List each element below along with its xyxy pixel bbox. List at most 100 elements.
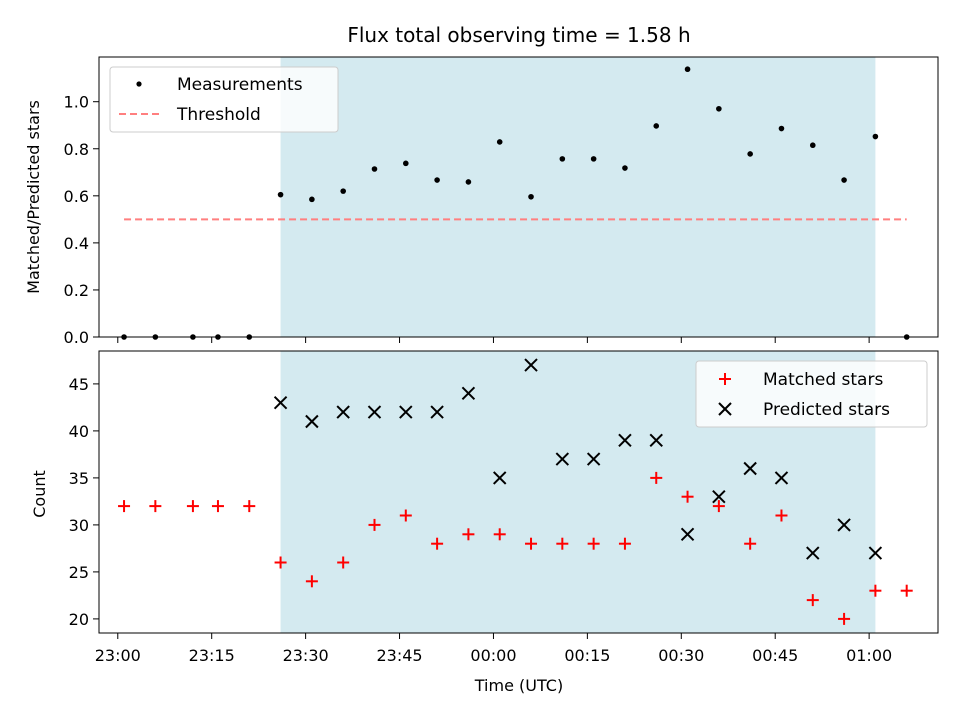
matched-star-point [493,528,506,541]
y-tick-label: 0.2 [64,281,89,300]
measurement-points [121,66,910,340]
measurement-point [371,166,378,172]
predicted-star-point [586,452,601,466]
measurement-point [434,177,440,183]
measurement-point [496,139,503,145]
measurements-legend-label: Measurements [177,75,303,95]
threshold-legend-label: Threshold [176,105,261,125]
bottom-legend: Matched stars Predicted stars [695,360,928,428]
predicted-star-point [649,433,663,448]
matched-star-point [337,556,350,569]
matched-star-point [118,500,131,513]
predicted-star-point [493,471,507,485]
x-tick-label: 01:00 [846,646,892,665]
predicted-legend-label: Predicted stars [763,400,890,420]
matched-star-point [399,509,412,522]
x-tick-label: 00:45 [752,646,798,665]
matched-star-point [211,500,224,513]
x-tick-label: 23:00 [95,646,141,665]
matched-star-points [118,471,913,625]
matched-star-point [775,509,788,522]
measurement-point [653,123,660,129]
y-tick-label: 0.8 [64,140,89,159]
predicted-legend-marker [718,402,732,416]
predicted-star-point [806,546,820,560]
matched-star-point [806,594,819,607]
top-y-axis-label: Matched/Predicted stars [24,100,43,294]
measurement-point [277,191,284,198]
top-y-ticks: 0.0 0.2 0.4 0.6 0.8 1.0 [64,93,99,347]
measurement-point [340,188,346,194]
matched-star-point [712,500,725,513]
matched-star-point [368,518,381,531]
matched-star-point [525,537,538,550]
measurement-point [872,133,879,140]
matched-star-point [462,528,475,541]
matched-star-point [305,575,318,588]
matched-star-point [431,537,444,550]
predicted-star-point [367,405,382,419]
measurement-point [528,193,534,200]
predicted-star-points [273,358,883,560]
matched-star-point [618,537,631,550]
y-tick-label: 20 [69,610,89,629]
bottom-axes-frame [98,350,939,634]
predicted-star-point [336,405,350,419]
predicted-star-point [712,489,726,504]
measurement-point [309,196,315,203]
measurement-point [465,179,472,185]
measurement-point [747,151,753,157]
chart-title: Flux total observing time = 1.58 h [347,23,690,47]
predicted-star-point [430,405,444,419]
x-tick-label: 23:30 [283,646,329,665]
bottom-legend-box [695,360,928,428]
measurement-point [622,165,628,171]
measurement-point [684,66,691,73]
bottom-panel: 20 25 30 35 40 45 23:00 23:15 23:30 23:45 00:00 00… [30,350,939,695]
x-axis-label: Time (UTC) [474,676,563,695]
matched-legend-marker [719,373,731,385]
bottom-x-ticks: 23:00 23:15 23:30 23:45 00:00 00:15 00:30 00:45… [95,633,892,665]
y-tick-label: 45 [69,375,89,394]
x-tick-label: 00:00 [470,646,516,665]
top-legend-box [109,66,339,133]
matched-star-point [556,537,569,550]
x-tick-label: 00:15 [564,646,610,665]
matched-star-point [274,556,287,569]
measurement-point [809,142,816,149]
y-tick-label: 0.0 [64,328,89,347]
measurement-point [590,156,597,162]
bottom-y-ticks: 20 25 30 35 40 45 [69,375,99,629]
y-tick-label: 0.4 [64,234,89,253]
predicted-star-point [399,405,413,419]
y-tick-label: 0.6 [64,187,89,206]
predicted-star-point [868,546,883,560]
matched-star-point [186,500,199,513]
matched-star-point [744,537,757,550]
predicted-star-point [461,386,476,401]
top-panel: 0.0 0.2 0.4 0.6 0.8 1.0 Matched/Predicted sta… [24,56,939,347]
measurement-point [778,125,785,132]
predicted-star-point [837,518,851,532]
top-axes-frame [98,56,939,338]
matched-star-point [149,500,162,513]
predicted-star-point [774,471,789,485]
y-tick-label: 1.0 [64,93,89,112]
measurement-point [559,156,566,162]
matched-star-point [650,471,663,484]
predicted-star-point [680,527,695,542]
matched-star-point [869,584,882,597]
matched-legend-label: Matched stars [763,370,883,390]
predicted-star-point [273,395,288,410]
y-tick-label: 35 [69,469,89,488]
measurements-legend-marker [136,81,142,87]
y-tick-label: 30 [69,516,89,535]
top-observing-span [280,57,876,337]
measurement-point [402,160,409,167]
top-x-ticks [117,337,870,343]
y-tick-label: 40 [69,422,89,441]
x-tick-label: 23:45 [376,646,422,665]
predicted-star-point [305,414,319,429]
x-tick-label: 23:15 [189,646,235,665]
